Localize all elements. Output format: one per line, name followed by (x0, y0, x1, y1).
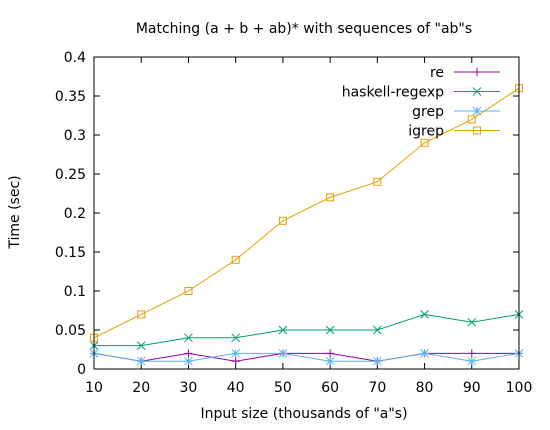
x-tick-label: 40 (227, 380, 245, 396)
y-tick-label: 0 (77, 362, 86, 378)
data-point (184, 287, 193, 295)
data-point (184, 356, 193, 366)
y-tick-label: 0.35 (55, 89, 86, 105)
data-point (420, 310, 429, 319)
data-point (136, 356, 146, 366)
x-tick-label: 80 (416, 380, 434, 396)
data-point (278, 349, 288, 358)
data-point (184, 333, 193, 343)
data-point (231, 349, 241, 358)
plot-frame (93, 56, 520, 370)
axis-ticks: 0 0.05 0.1 0.15 0.2 0.25 0.3 0.35 0.4 10 20 30 40 50 6… (55, 50, 533, 396)
x-tick-label: 100 (506, 380, 533, 396)
data-point (326, 349, 335, 358)
plot-area (89, 84, 524, 366)
data-point (467, 349, 476, 358)
legend-label: igrep (408, 124, 444, 140)
data-point (326, 193, 335, 202)
y-tick-label: 0.1 (64, 284, 86, 300)
legend-label: grep (412, 104, 444, 120)
y-tick-label: 0.2 (64, 206, 86, 222)
legend: re haskell-regexp grep igrep (342, 65, 500, 140)
series-line-haskell-regexp (94, 313, 520, 347)
data-point (231, 255, 240, 264)
series-line-igrep (93, 87, 520, 339)
data-point (136, 341, 146, 350)
legend-label: haskell-regexp (342, 85, 444, 101)
data-point (231, 333, 241, 343)
data-point (420, 349, 429, 358)
data-point (184, 349, 193, 358)
x-axis-label: Input size (thousands of "a"s) (200, 406, 407, 422)
data-point (473, 126, 481, 135)
data-point (325, 356, 335, 366)
data-point (473, 68, 481, 76)
data-point (325, 325, 335, 335)
x-tick-label: 20 (132, 380, 150, 396)
series-line-re (93, 352, 519, 362)
data-point (373, 177, 382, 186)
y-axis-label: Time (sec) (7, 175, 23, 249)
y-tick-label: 0.25 (55, 167, 86, 183)
data-point (467, 317, 477, 327)
x-tick-label: 90 (463, 380, 481, 396)
x-tick-label: 10 (85, 380, 103, 396)
chart-title: Matching (a + b + ab)* with sequences of… (136, 21, 472, 37)
legend-label: re (430, 65, 444, 81)
data-point (472, 87, 482, 96)
y-tick-label: 0.05 (55, 323, 86, 339)
y-tick-label: 0.15 (55, 245, 86, 261)
data-point (467, 115, 476, 124)
data-point (278, 216, 287, 225)
data-point (372, 325, 382, 335)
x-tick-label: 70 (368, 380, 386, 396)
data-point (372, 356, 382, 366)
x-tick-label: 60 (321, 380, 339, 396)
y-tick-label: 0.4 (64, 50, 86, 66)
data-point (472, 106, 482, 116)
data-point (467, 356, 477, 366)
data-point (420, 138, 429, 147)
y-tick-label: 0.3 (64, 128, 86, 144)
x-tick-label: 50 (274, 380, 292, 396)
x-tick-label: 30 (180, 380, 198, 396)
data-point (231, 357, 240, 366)
data-point (137, 310, 146, 319)
data-point (278, 325, 288, 335)
series-line-grep (93, 352, 520, 362)
